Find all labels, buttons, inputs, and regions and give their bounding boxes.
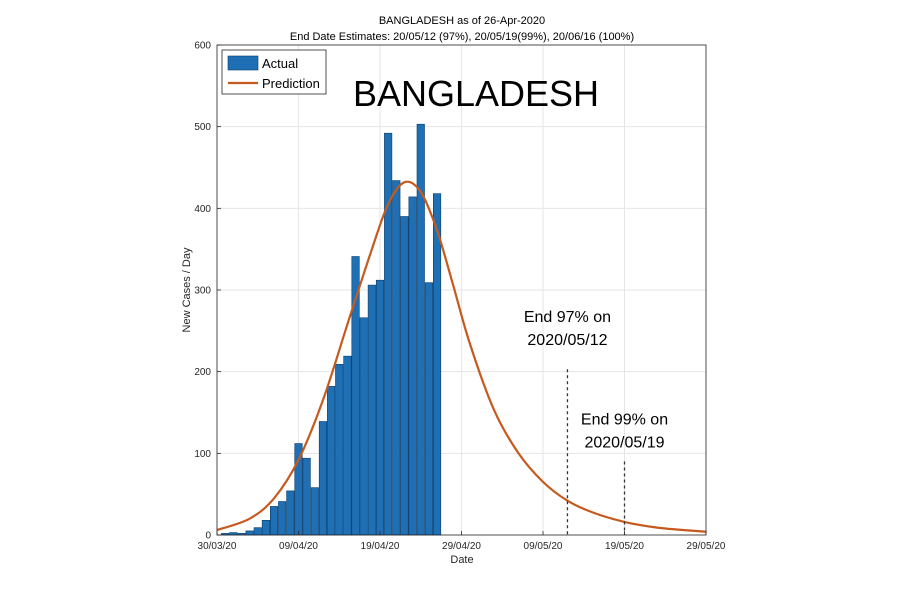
y-tick-label: 200: [194, 367, 211, 378]
annotation-line2: 2020/05/19: [584, 435, 664, 452]
bar-actual: [327, 386, 336, 536]
legend: Actual Prediction: [221, 49, 327, 95]
bar-actual: [433, 193, 442, 536]
x-axis-label: Date: [450, 554, 473, 566]
bar-actual: [318, 421, 327, 536]
legend-label-prediction: Prediction: [262, 76, 320, 91]
bar-actual: [408, 196, 417, 536]
annotation-line1: End 97% on: [524, 309, 611, 326]
bar-actual: [343, 355, 352, 536]
x-ticks: 30/03/20 09/04/20 19/04/20 29/04/20 09/05/20…: [198, 531, 726, 552]
bar-actual: [294, 443, 303, 536]
bar-actual: [359, 317, 368, 536]
y-tick-label: 0: [205, 531, 211, 542]
bar-actual: [253, 527, 262, 536]
legend-swatch-actual: [227, 55, 259, 71]
y-ticks: 0 100 200 300 400 500 600: [194, 41, 221, 542]
y-tick-label: 100: [194, 449, 211, 460]
y-axis-label: New Cases / Day: [181, 247, 193, 332]
x-tick-label: 09/04/20: [279, 541, 318, 552]
bar-actual: [302, 457, 311, 536]
bar-actual: [245, 530, 254, 536]
bar-actual: [416, 123, 425, 536]
bar-actual: [392, 180, 401, 536]
chart-subtitle: End Date Estimates: 20/05/12 (97%), 20/0…: [290, 31, 634, 43]
legend-label-actual: Actual: [262, 56, 298, 71]
country-watermark: BANGLADESH: [353, 73, 599, 114]
bar-actual: [400, 216, 409, 536]
y-tick-label: 400: [194, 204, 211, 215]
annotation-line2: 2020/05/12: [527, 332, 607, 349]
annotation-line1: End 99% on: [581, 412, 668, 429]
x-tick-label: 29/04/20: [442, 541, 481, 552]
bar-actual: [286, 490, 295, 536]
bar-actual: [310, 487, 319, 536]
prediction-line: [216, 180, 707, 533]
bar-actual: [424, 282, 433, 536]
grid-lines: [216, 44, 707, 536]
x-tick-label: 19/04/20: [361, 541, 400, 552]
x-tick-label: 30/03/20: [198, 541, 237, 552]
bar-actual: [278, 501, 287, 536]
y-tick-label: 300: [194, 286, 211, 297]
bars: [221, 123, 442, 536]
bar-actual: [375, 279, 385, 536]
x-tick-label: 29/05/20: [687, 541, 726, 552]
bar-actual: [367, 284, 376, 536]
x-tick-label: 19/05/20: [605, 541, 644, 552]
y-tick-label: 500: [194, 122, 211, 133]
bar-actual: [270, 506, 279, 536]
x-tick-label: 09/05/20: [524, 541, 563, 552]
y-tick-label: 600: [194, 41, 211, 52]
bar-actual: [335, 364, 344, 536]
bar-actual: [384, 132, 393, 536]
chart-title: BANGLADESH as of 26-Apr-2020: [379, 15, 545, 27]
annotation-markers: End 97% on 2020/05/12 End 99% on 2020/05/19: [524, 309, 668, 535]
bar-actual: [261, 519, 270, 536]
